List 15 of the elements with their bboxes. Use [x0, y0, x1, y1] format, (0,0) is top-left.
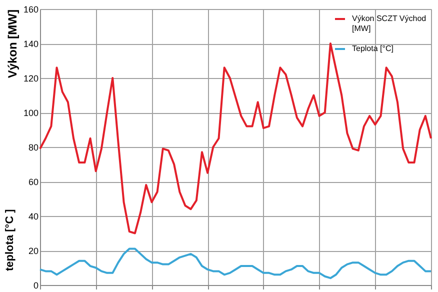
legend-label: Teplota [°C] [352, 44, 394, 53]
y-tick-label: 60 [28, 177, 38, 187]
y-tick-label: 120 [23, 74, 38, 84]
y-tick-label: 100 [23, 108, 38, 118]
y-axis-title: Výkon [MW] [5, 10, 20, 78]
y-tick-label: 0 [33, 280, 38, 290]
y-tick-label: 160 [23, 4, 38, 14]
line-series [39, 248, 432, 280]
y-tick-label: 40 [28, 212, 38, 222]
line-series [39, 42, 432, 234]
text: teplota [°C ] [4, 208, 16, 271]
y-tick-label: 140 [23, 39, 38, 49]
y-tick-label: 80 [28, 142, 38, 152]
y-tick-label: 20 [28, 246, 38, 256]
legend-label: Výkon SCZT Východ [MW] [352, 14, 426, 33]
